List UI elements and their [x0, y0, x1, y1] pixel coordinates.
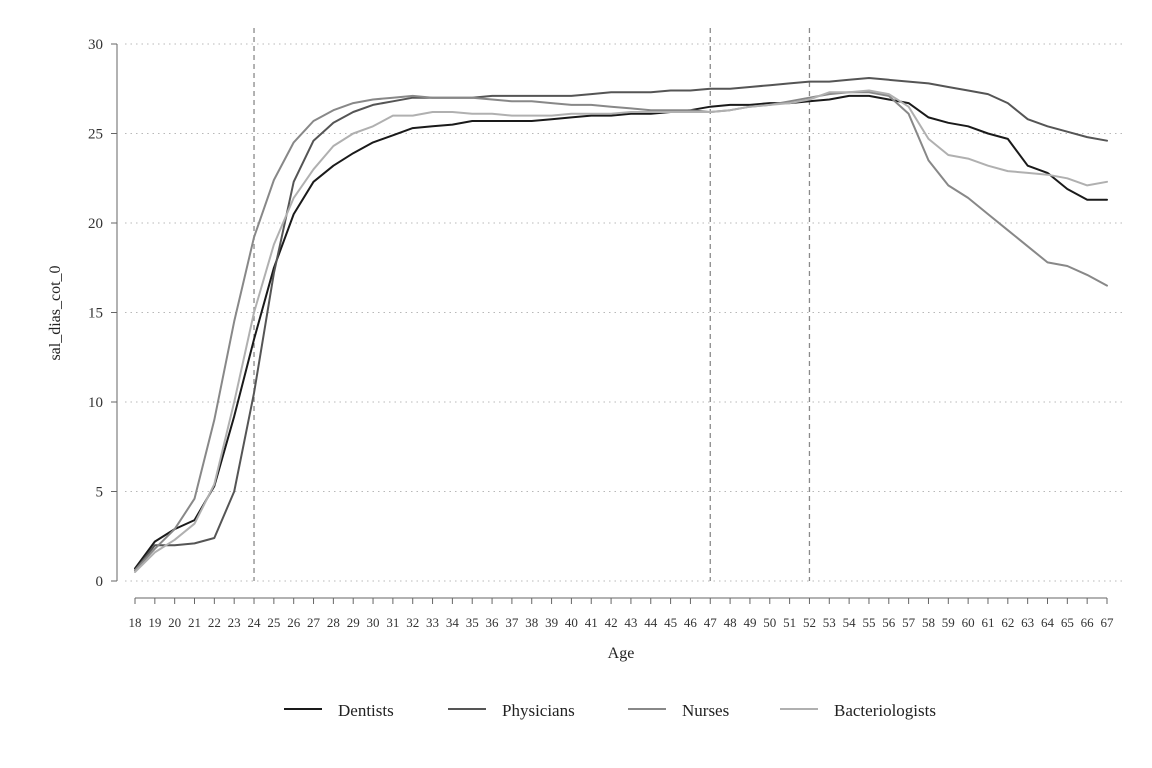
- x-tick-label: 38: [525, 615, 538, 630]
- x-tick-label: 41: [585, 615, 598, 630]
- x-tick-label: 45: [664, 615, 677, 630]
- y-tick-label: 0: [96, 574, 104, 590]
- x-tick-label: 63: [1021, 615, 1034, 630]
- legend: Dentists Physicians Nurses Bacteriologists: [284, 701, 936, 720]
- x-tick-label: 47: [704, 615, 718, 630]
- x-tick-label: 58: [922, 615, 935, 630]
- y-tick-label: 10: [88, 395, 103, 411]
- x-tick-label: 48: [724, 615, 737, 630]
- x-tick-label: 20: [168, 615, 181, 630]
- x-tick-label: 52: [803, 615, 816, 630]
- x-tick-label: 39: [545, 615, 558, 630]
- x-tick-label: 40: [565, 615, 578, 630]
- x-tick-label: 35: [466, 615, 479, 630]
- x-tick-label: 62: [1001, 615, 1014, 630]
- x-tick-label: 28: [327, 615, 340, 630]
- x-tick-label: 24: [248, 615, 262, 630]
- reference-lines: [253, 28, 811, 581]
- x-tick-label: 34: [446, 615, 460, 630]
- x-tick-label: 67: [1101, 615, 1115, 630]
- y-axis-title: sal_dias_cot_0: [47, 265, 64, 360]
- series-line-physicians: [134, 77, 1108, 572]
- x-tick-label: 54: [843, 615, 857, 630]
- x-tick-label: 55: [862, 615, 875, 630]
- x-tick-label: 23: [228, 615, 241, 630]
- x-tick-label: 25: [267, 615, 280, 630]
- x-tick-label: 64: [1041, 615, 1055, 630]
- x-tick-label: 66: [1081, 615, 1095, 630]
- legend-label-dentists: Dentists: [338, 701, 394, 720]
- y-tick-label: 20: [88, 216, 103, 232]
- y-axis: 0 5 10 15 20 25 30: [88, 37, 118, 590]
- x-tick-label: 27: [307, 615, 321, 630]
- x-tick-label: 65: [1061, 615, 1074, 630]
- x-tick-label: 32: [406, 615, 419, 630]
- x-tick-label: 59: [942, 615, 955, 630]
- legend-label-bacteriologists: Bacteriologists: [834, 701, 936, 720]
- x-tick-label: 60: [962, 615, 975, 630]
- x-tick-label: 31: [386, 615, 399, 630]
- x-tick-label: 26: [287, 615, 301, 630]
- x-tick-label: 42: [605, 615, 618, 630]
- series-line-dentists: [134, 94, 1108, 570]
- x-tick-label: 51: [783, 615, 796, 630]
- legend-label-nurses: Nurses: [682, 701, 729, 720]
- x-axis: 18 19 20 21 22 23 24 25 26 27 28 29 30 31 32 33 34 35 36 37…: [129, 597, 1115, 630]
- x-tick-label: 30: [367, 615, 380, 630]
- series-line-bacteriologists: [134, 89, 1108, 573]
- x-tick-label: 44: [644, 615, 658, 630]
- y-tick-label: 15: [88, 306, 103, 322]
- x-tick-label: 53: [823, 615, 836, 630]
- x-tick-label: 46: [684, 615, 698, 630]
- x-tick-label: 49: [743, 615, 756, 630]
- x-tick-label: 22: [208, 615, 221, 630]
- x-tick-label: 33: [426, 615, 439, 630]
- x-tick-label: 57: [902, 615, 916, 630]
- x-tick-label: 43: [624, 615, 637, 630]
- x-tick-label: 50: [763, 615, 776, 630]
- legend-label-physicians: Physicians: [502, 701, 575, 720]
- x-tick-label: 36: [486, 615, 500, 630]
- x-tick-label: 29: [347, 615, 360, 630]
- x-tick-label: 61: [981, 615, 994, 630]
- gridlines: [125, 43, 1122, 582]
- y-tick-label: 25: [88, 127, 103, 143]
- series-lines: [134, 77, 1108, 573]
- x-tick-label: 21: [188, 615, 201, 630]
- x-tick-label: 37: [505, 615, 519, 630]
- x-axis-title: Age: [608, 645, 635, 662]
- y-tick-label: 30: [88, 37, 103, 53]
- x-tick-label: 18: [129, 615, 142, 630]
- y-tick-label: 5: [96, 485, 104, 501]
- x-tick-label: 56: [882, 615, 896, 630]
- series-line-nurses: [134, 91, 1108, 572]
- x-tick-label: 19: [148, 615, 161, 630]
